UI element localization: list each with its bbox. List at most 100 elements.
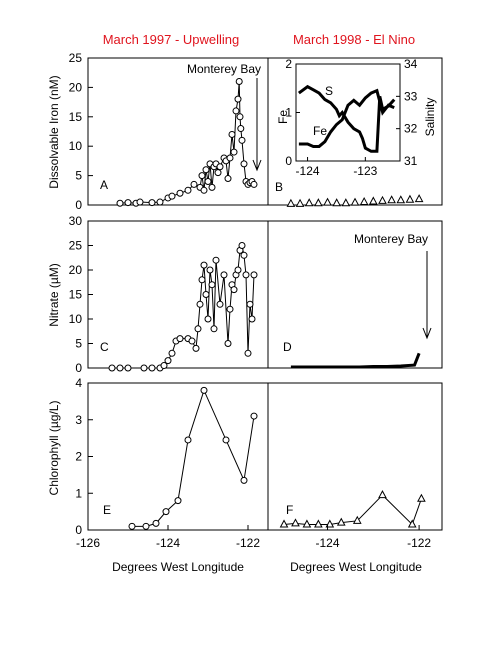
data-point-b: [405, 194, 415, 203]
data-point-f: [291, 518, 300, 527]
data-point-c: [230, 286, 238, 294]
data-point-a: [236, 113, 244, 121]
data-point-f: [417, 493, 426, 502]
data-point-b: [359, 197, 369, 206]
data-point-c: [124, 364, 132, 372]
annotation-monterey-mid: Monterey Bay: [354, 232, 428, 246]
data-point-a: [190, 180, 198, 188]
inset-y-left-label: Fe: [276, 110, 290, 124]
inset-x-tick-label: -124: [296, 164, 320, 178]
panel-letter-c: C: [100, 340, 109, 354]
data-point-e: [174, 497, 182, 505]
data-point-e: [250, 412, 258, 420]
data-point-b: [323, 197, 332, 206]
y-label-iron: Dissolvable Iron (nM): [47, 75, 61, 188]
panel-f-frame: [267, 382, 443, 531]
series-line-c: [112, 243, 255, 369]
data-point-f: [325, 519, 335, 528]
data-point-c: [226, 305, 234, 313]
data-point-c: [248, 315, 256, 323]
data-point-c: [176, 335, 184, 343]
y-label-chlorophyll: Chlorophyll (µg/L): [47, 401, 61, 496]
data-point-c: [216, 300, 224, 308]
inset-y-right-tick-label: 33: [404, 89, 418, 103]
data-point-b: [387, 195, 396, 204]
data-point-f: [352, 515, 362, 524]
data-point-c: [202, 291, 210, 298]
data-point-b: [396, 195, 406, 204]
inset-s-label: S: [325, 84, 333, 98]
data-point-c: [204, 315, 212, 323]
panel-letter-e: E: [103, 503, 111, 517]
data-point-c: [208, 281, 216, 289]
inset-y-right-label: Salinity: [423, 98, 437, 137]
data-point-a: [230, 148, 238, 156]
data-point-b: [350, 197, 360, 206]
data-point-c: [234, 266, 242, 274]
data-point-a: [184, 186, 192, 194]
inset-x-tick-label: -123: [353, 164, 377, 178]
data-point-c: [168, 349, 176, 357]
y-tick-label-c: 10: [69, 312, 83, 326]
y-tick-label-a: 5: [75, 169, 82, 183]
inset-y-right-tick-label: 32: [404, 122, 418, 136]
data-point-c: [244, 349, 252, 357]
series-line-e: [132, 388, 255, 527]
inset-fe-label: Fe: [313, 124, 327, 138]
data-point-c: [210, 325, 218, 333]
data-point-c: [160, 362, 168, 370]
data-point-a: [232, 107, 240, 115]
data-point-e: [142, 522, 150, 530]
data-point-a: [216, 163, 224, 171]
y-tick-label-e: 1: [75, 486, 82, 500]
title-right: March 1998 - El Nino: [293, 32, 415, 47]
x-label-right: Degrees West Longitude: [290, 560, 422, 574]
data-point-a: [237, 125, 245, 133]
data-point-a: [176, 189, 184, 197]
arrowhead-monterey-mid: [422, 327, 432, 340]
data-point-f: [407, 519, 417, 528]
y-tick-label-c: 0: [75, 361, 82, 375]
y-tick-label-a: 10: [69, 139, 83, 153]
panel-letter-a: A: [100, 178, 108, 192]
panel-letter-f: F: [286, 503, 293, 517]
inset-y-left-tick-label: 2: [285, 57, 292, 71]
data-point-e: [200, 386, 208, 394]
panel-e-frame: [87, 382, 269, 531]
data-point-b: [295, 198, 305, 207]
data-point-a: [238, 136, 246, 144]
annotation-monterey-top: Monterey Bay: [187, 62, 261, 76]
data-point-f: [279, 519, 289, 528]
x-tick-label-e: -124: [156, 536, 180, 550]
data-point-c: [220, 271, 228, 279]
panel-letter-d: D: [283, 340, 292, 354]
data-point-a: [224, 175, 232, 183]
data-point-b: [286, 198, 296, 207]
inset-series-iron: [298, 88, 395, 148]
inset-y-right-tick-label: 34: [404, 57, 418, 71]
data-point-c: [240, 251, 248, 259]
series-line-f: [283, 494, 422, 526]
data-point-c: [140, 364, 148, 372]
y-tick-label-e: 3: [75, 413, 82, 427]
data-point-c: [188, 337, 196, 345]
data-point-c: [196, 300, 204, 308]
data-point-a: [228, 130, 236, 138]
data-point-a: [204, 177, 212, 185]
data-point-c: [192, 344, 200, 352]
data-point-a: [235, 78, 243, 86]
data-point-b: [314, 198, 323, 207]
inset-y-right-tick-label: 31: [404, 154, 418, 168]
y-tick-label-e: 2: [75, 450, 82, 464]
y-tick-label-a: 15: [69, 110, 83, 124]
data-point-a: [226, 154, 234, 162]
data-point-a: [234, 95, 242, 103]
data-point-a: [156, 198, 164, 206]
data-point-e: [128, 522, 136, 530]
data-point-c: [206, 266, 214, 274]
y-label-nitrate: Nitrate (µM): [47, 263, 61, 327]
data-point-c: [164, 357, 172, 365]
x-tick-label-e: -126: [76, 536, 100, 550]
